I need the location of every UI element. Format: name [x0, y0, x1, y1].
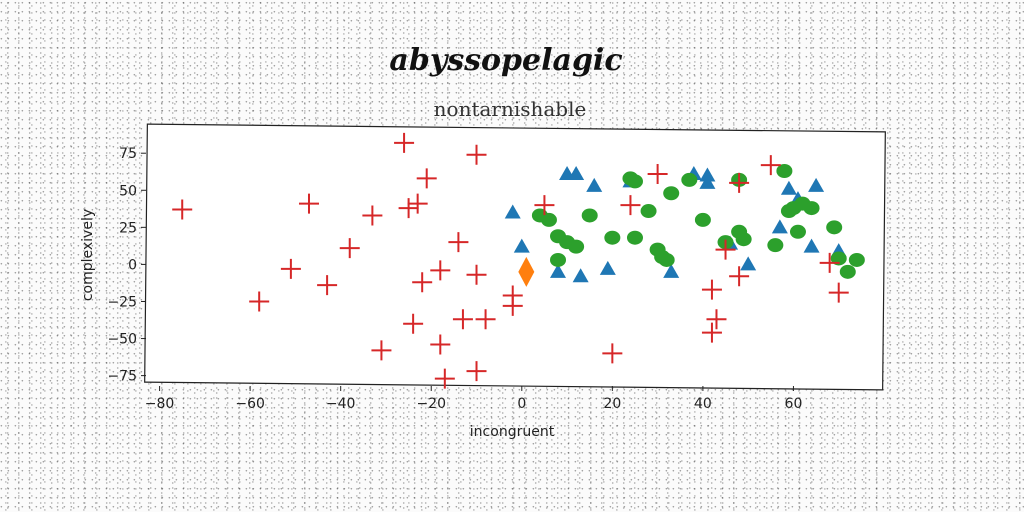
scatter-point-plus — [466, 144, 487, 165]
scatter-point-plus — [534, 195, 555, 216]
scatter-point-plus — [647, 163, 668, 184]
scatter-point-plus — [339, 238, 360, 259]
scatter-point-triangle — [663, 263, 680, 278]
scatter-point-plus — [249, 291, 270, 312]
scatter-point-circle — [839, 264, 856, 279]
scatter-point-circle — [658, 252, 675, 267]
scatter-point-circle — [626, 230, 643, 245]
scatter-point-circle — [604, 230, 621, 245]
scatter-point-plus — [416, 168, 437, 189]
y-tick-label: 75 — [119, 146, 137, 162]
scatter-point-plus — [701, 279, 722, 300]
scatter-point-plus — [729, 266, 750, 287]
scatter-point-triangle — [572, 268, 589, 283]
scatter-point-plus — [502, 285, 523, 306]
scatter-point-circle — [848, 252, 865, 267]
scatter-point-diamond — [518, 256, 535, 287]
scatter-point-circle — [767, 238, 784, 253]
scatter-point-triangle — [550, 263, 567, 278]
scatter-point-circle — [568, 239, 585, 254]
scatter-point-plus — [475, 309, 496, 330]
scatter-point-triangle — [599, 260, 616, 275]
scatter-point-plus — [452, 309, 473, 330]
x-tick-label: −60 — [235, 396, 265, 412]
scatter-point-circle — [581, 208, 598, 223]
scatter-point-plus — [407, 193, 428, 214]
scatter-point-plus — [466, 361, 487, 382]
x-tick-label: 40 — [694, 396, 712, 412]
scatter-point-triangle — [699, 174, 716, 189]
scatter-point-circle — [776, 164, 793, 178]
scatter-point-circle — [826, 220, 843, 235]
y-axis-label: complexively — [80, 209, 96, 301]
scatter-point-circle — [640, 204, 657, 219]
scatter-point-triangle — [699, 167, 716, 182]
chart-subtitle: nontarnishable — [434, 97, 587, 121]
scatter-point-plus — [706, 309, 727, 330]
scatter-point-plus — [819, 252, 840, 273]
y-tick-label: −75 — [107, 369, 137, 385]
scatter-point-circle — [550, 252, 567, 267]
scatter-point-triangle — [780, 180, 797, 195]
scatter-point-circle — [789, 224, 806, 239]
scatter-point-plus — [701, 322, 722, 343]
scatter-point-triangle — [504, 204, 521, 219]
scatter-point-circle — [540, 212, 557, 227]
y-tick-label: −50 — [107, 332, 137, 348]
y-tick-label: 0 — [128, 257, 137, 273]
x-tick-label: 0 — [517, 396, 526, 412]
scatter-point-triangle — [586, 177, 603, 192]
x-tick-label: 20 — [603, 396, 621, 412]
scatter-point-plus — [362, 205, 383, 226]
scatter-point-plus — [298, 193, 319, 214]
scatter-point-plus — [466, 264, 487, 285]
x-tick-label: 60 — [785, 396, 803, 412]
scatter-point-circle — [626, 174, 643, 189]
scatter-point-plus — [434, 368, 455, 389]
scatter-point-triangle — [808, 177, 825, 192]
scatter-point-plus — [430, 260, 451, 281]
scatter-point-plus — [317, 275, 338, 296]
y-axis-ticks: −75 −50 −25 0 25 50 75 — [107, 146, 146, 385]
scatter-point-triangle — [513, 238, 530, 253]
x-axis-ticks: −80 −60 −40 −20 0 20 40 60 — [145, 386, 803, 412]
y-tick-label: −25 — [107, 294, 137, 310]
scatter-point-circle — [694, 212, 711, 227]
scatter-point-plus — [828, 282, 849, 303]
scatter-point-plus — [280, 258, 301, 279]
scatter-point-plus — [448, 232, 469, 253]
scatter-point-circle — [663, 186, 680, 201]
scatter-point-triangle — [771, 219, 788, 234]
scatter-point-plus — [729, 172, 750, 193]
scatter-point-plus — [371, 340, 392, 361]
x-axis-label: incongruent — [470, 424, 555, 440]
scatter-point-plus — [412, 272, 433, 293]
scatter-point-plus — [430, 334, 451, 355]
scatter-point-plus — [602, 343, 623, 364]
x-tick-label: −40 — [326, 396, 356, 412]
scatter-point-plus — [172, 199, 193, 220]
data-points — [172, 132, 865, 389]
scatter-point-plus — [715, 239, 736, 260]
chart-title: abyssopelagic — [389, 43, 622, 78]
scatter-point-circle — [681, 172, 698, 187]
x-tick-label: −20 — [416, 396, 446, 412]
scatter-point-circle — [735, 232, 752, 247]
y-tick-label: 50 — [119, 183, 137, 199]
y-tick-label: 25 — [119, 220, 137, 236]
scatter-point-triangle — [803, 238, 820, 253]
scatter-point-plus — [760, 155, 781, 176]
scatter-point-plus — [394, 132, 415, 153]
scatter-point-triangle — [568, 165, 585, 180]
scatter-point-circle — [803, 201, 820, 216]
scatter-point-triangle — [740, 256, 757, 271]
scatter-point-plus — [403, 313, 424, 334]
scatter-point-plus — [398, 198, 419, 219]
scatter-point-plus — [620, 195, 641, 216]
plot-area — [144, 123, 886, 391]
x-tick-label: −80 — [145, 396, 175, 412]
